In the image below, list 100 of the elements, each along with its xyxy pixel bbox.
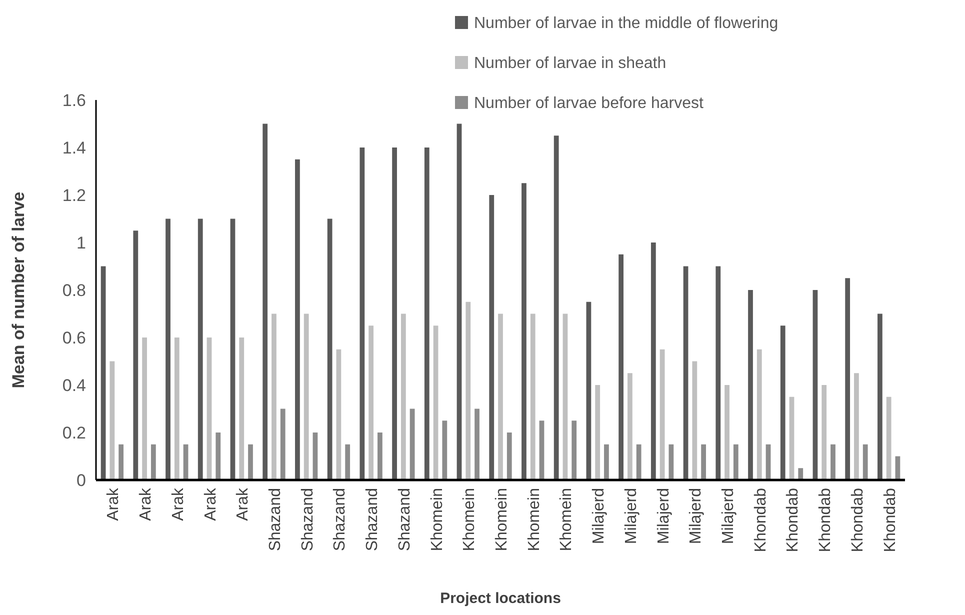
bar bbox=[830, 444, 836, 480]
x-tick-label: Arak bbox=[105, 487, 122, 521]
bar bbox=[604, 444, 609, 480]
bar bbox=[142, 338, 147, 480]
x-tick-label: Khondab bbox=[882, 488, 899, 552]
bar bbox=[562, 314, 568, 480]
y-tick-label: 1.2 bbox=[62, 186, 86, 205]
bar bbox=[886, 396, 892, 480]
y-axis-title: Mean of number of larve bbox=[9, 192, 28, 388]
bar bbox=[498, 314, 503, 480]
bar bbox=[433, 326, 438, 480]
x-tick-label: Shazand bbox=[332, 488, 349, 552]
bar bbox=[272, 314, 276, 480]
bar bbox=[248, 444, 253, 480]
bar bbox=[345, 444, 350, 480]
x-tick-label: Shazand bbox=[396, 488, 414, 552]
x-tick-label: Khondab bbox=[817, 488, 834, 552]
bar bbox=[280, 408, 286, 480]
y-tick-label: 0 bbox=[76, 471, 86, 490]
bar bbox=[618, 254, 624, 480]
bar bbox=[456, 124, 462, 480]
bar bbox=[360, 148, 365, 480]
legend-label: Number of larvae in the middle of flowering bbox=[474, 15, 778, 32]
x-tick-label: Arak bbox=[170, 487, 187, 521]
bar bbox=[110, 361, 115, 480]
bar bbox=[798, 468, 804, 480]
bar bbox=[780, 326, 786, 480]
x-tick-label: Milajerd bbox=[655, 488, 672, 544]
legend-label: Number of larvae before harvest bbox=[474, 95, 704, 112]
bar bbox=[368, 326, 374, 480]
bar bbox=[336, 349, 342, 480]
bar bbox=[716, 266, 721, 480]
bar bbox=[877, 314, 882, 480]
x-tick-label: Arak bbox=[234, 487, 252, 521]
bar bbox=[216, 432, 221, 480]
x-tick-label: Khomein bbox=[558, 488, 576, 552]
bar bbox=[701, 444, 706, 480]
x-tick-label: Milajerd bbox=[688, 488, 705, 544]
bar bbox=[733, 444, 738, 480]
legend-label: Number of larvae in sheath bbox=[474, 55, 666, 72]
bar bbox=[862, 444, 868, 480]
bar bbox=[595, 385, 600, 480]
bar bbox=[239, 338, 244, 480]
x-tick-label: Khondab bbox=[849, 488, 866, 552]
bar bbox=[530, 314, 536, 480]
bar bbox=[756, 349, 762, 480]
bar bbox=[845, 278, 850, 480]
bar bbox=[174, 338, 180, 480]
bar bbox=[295, 159, 300, 480]
bar bbox=[522, 183, 526, 480]
bar bbox=[586, 302, 592, 480]
bar bbox=[789, 396, 794, 480]
bar bbox=[489, 195, 494, 480]
bar bbox=[166, 218, 170, 480]
bar bbox=[748, 290, 753, 480]
x-tick-label: Shazand bbox=[364, 488, 382, 552]
x-tick-label: Shazand bbox=[299, 488, 316, 552]
bar bbox=[724, 385, 730, 480]
bar bbox=[378, 432, 382, 480]
bar bbox=[118, 444, 124, 480]
bar bbox=[400, 314, 406, 480]
bar bbox=[304, 314, 309, 480]
bar bbox=[198, 218, 203, 480]
bar bbox=[554, 136, 559, 480]
bar bbox=[206, 338, 212, 480]
y-tick-label: 1.6 bbox=[62, 91, 86, 110]
y-tick-label: 1 bbox=[76, 234, 86, 252]
bar bbox=[150, 444, 156, 480]
bar bbox=[133, 230, 138, 480]
x-tick-label: Milajerd bbox=[590, 488, 608, 544]
bar bbox=[636, 444, 642, 480]
bar bbox=[262, 124, 268, 480]
bar bbox=[100, 266, 106, 480]
y-tick-label: 0.6 bbox=[62, 328, 86, 348]
x-tick-label: Milajerd bbox=[622, 488, 640, 544]
bar bbox=[650, 242, 656, 480]
bar bbox=[506, 432, 512, 480]
x-tick-label: Arak bbox=[202, 487, 220, 521]
bar bbox=[822, 385, 827, 480]
x-axis-title: Project locations bbox=[440, 590, 561, 607]
bar bbox=[410, 408, 415, 480]
x-tick-label: Khomein bbox=[526, 488, 543, 552]
bar bbox=[572, 420, 577, 480]
bar bbox=[660, 349, 665, 480]
y-tick-label: 0.2 bbox=[62, 424, 86, 442]
x-tick-label: Khomein bbox=[494, 488, 510, 552]
bar bbox=[312, 432, 318, 480]
y-tick-label: 1.4 bbox=[62, 138, 86, 158]
bar bbox=[627, 373, 632, 480]
bar bbox=[327, 218, 332, 480]
x-tick-label: Khomein bbox=[461, 488, 478, 552]
bar bbox=[692, 361, 698, 480]
x-tick-label: Khondab bbox=[784, 488, 802, 552]
bar bbox=[442, 420, 448, 480]
bar bbox=[230, 218, 236, 480]
bar bbox=[539, 420, 544, 480]
x-tick-label: Khomein bbox=[428, 488, 446, 552]
x-tick-label: Arak bbox=[138, 487, 155, 521]
bar bbox=[474, 408, 480, 480]
bar bbox=[683, 266, 688, 480]
